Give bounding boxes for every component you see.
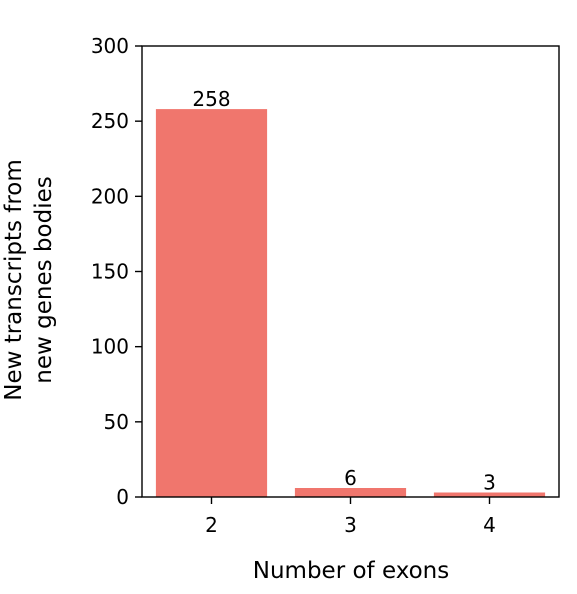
- bar-3: [294, 488, 407, 497]
- y-tick-label-150: 150: [91, 260, 129, 284]
- x-tick-label-2: 2: [205, 513, 218, 537]
- y-tick-label-50: 50: [104, 410, 129, 434]
- x-axis-title: Number of exons: [253, 558, 449, 584]
- data-label-3: 6: [344, 466, 357, 490]
- bar-4: [433, 492, 546, 497]
- y-tick-label-250: 250: [91, 109, 129, 133]
- y-tick-label-0: 0: [116, 485, 129, 509]
- y-axis-title-line-2: new genes bodies: [31, 176, 57, 383]
- plot-area: 258 6 3 0 50 100 150 200 250 300 2 3 4: [91, 34, 560, 537]
- data-label-2: 258: [192, 87, 230, 111]
- y-tick-label-100: 100: [91, 335, 129, 359]
- y-axis-title: New transcripts from new genes bodies: [1, 159, 57, 401]
- x-tick-label-3: 3: [344, 513, 357, 537]
- y-axis-title-line-1: New transcripts from: [1, 159, 27, 401]
- data-label-4: 3: [483, 471, 496, 495]
- y-tick-label-200: 200: [91, 184, 129, 208]
- x-tick-label-4: 4: [483, 513, 496, 537]
- y-tick-label-300: 300: [91, 34, 129, 58]
- bar-2: [155, 109, 268, 497]
